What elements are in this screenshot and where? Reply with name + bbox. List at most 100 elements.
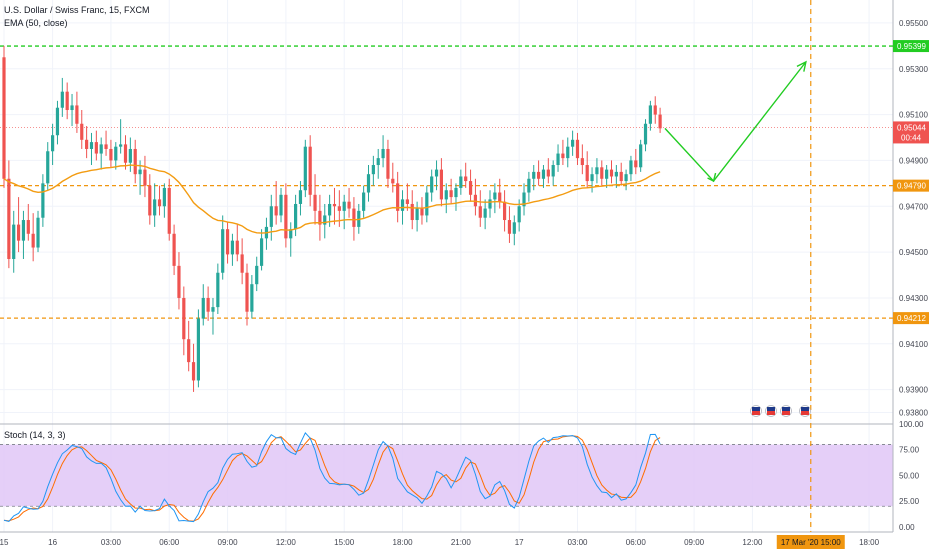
candle-body <box>269 206 273 227</box>
time-tick-label: 17 <box>515 538 524 547</box>
candle-body <box>449 190 453 198</box>
candle-body <box>532 171 536 179</box>
time-tick-label: 12:00 <box>742 538 763 547</box>
candle-body <box>85 139 89 149</box>
candle-body <box>371 165 375 175</box>
candle-body <box>556 153 560 166</box>
candle-body <box>94 142 98 154</box>
candle-body <box>303 146 307 191</box>
price-tick-label: 0.95500 <box>899 19 928 28</box>
candle-body <box>430 176 434 193</box>
candle-body <box>119 144 123 147</box>
candle-body <box>425 192 429 216</box>
candle-body <box>391 178 395 184</box>
candle-body <box>517 206 521 223</box>
candle-body <box>55 107 60 136</box>
projection-arrowhead <box>796 60 807 72</box>
candle-body <box>143 169 147 186</box>
candle-body <box>196 318 200 381</box>
candle-body <box>362 192 366 211</box>
candle-body <box>478 206 482 218</box>
flag-icon-stripe <box>752 407 760 411</box>
candle-body <box>133 148 137 175</box>
candle-body <box>580 158 584 166</box>
price-tick-label: 0.93800 <box>899 409 928 418</box>
candle-body <box>507 220 512 234</box>
candle-body <box>527 178 531 193</box>
stoch-k-line <box>3 432 661 523</box>
candle-body <box>2 57 6 179</box>
candle-body <box>138 169 142 175</box>
candle-body <box>109 148 113 161</box>
time-tick-label: 12:00 <box>276 538 297 547</box>
candle-body <box>328 203 332 216</box>
level-price-label: 0.94212 <box>897 314 926 323</box>
candle-body <box>245 272 249 312</box>
candle-body <box>313 194 317 211</box>
flag-icon-stripe <box>782 411 790 415</box>
price-tick-label: 0.93900 <box>899 386 928 395</box>
candle-body <box>294 203 298 230</box>
candle-body <box>46 151 50 184</box>
candle-body <box>157 199 162 207</box>
time-tick-label: 16 <box>48 538 57 547</box>
flag-icon-stripe <box>801 411 809 415</box>
projection-hook <box>707 172 717 183</box>
candle-body <box>16 224 21 241</box>
candle-body <box>352 208 356 227</box>
candle-body <box>381 148 385 159</box>
candle-body <box>153 199 157 216</box>
candle-body <box>488 199 492 209</box>
flag-icon-stripe <box>782 407 790 411</box>
candle-body <box>216 272 220 308</box>
candle-body <box>614 171 618 177</box>
candle-body <box>347 201 351 209</box>
price-tick-label: 0.95300 <box>899 65 928 74</box>
candle-body <box>396 183 400 211</box>
candle-body <box>454 187 458 198</box>
level-price-tag <box>893 40 929 53</box>
candle-body <box>211 307 215 312</box>
candle-body <box>70 105 74 111</box>
candle-body <box>250 284 254 312</box>
time-tick-label: 21:00 <box>451 538 472 547</box>
candle-body <box>65 91 69 111</box>
candle-body <box>31 233 35 248</box>
level-price-label: 0.95399 <box>897 42 926 51</box>
candle-body <box>308 146 312 195</box>
candle-body <box>502 201 507 221</box>
candle-body <box>624 174 628 182</box>
candle-body <box>639 144 643 168</box>
candle-body <box>415 208 419 221</box>
candle-body <box>609 169 614 177</box>
time-tick-label: 18:00 <box>393 538 414 547</box>
candle-body <box>191 362 196 381</box>
time-tick-label: 09:00 <box>684 538 705 547</box>
flag-icon-stripe <box>801 407 809 411</box>
candle-body <box>653 105 657 115</box>
candle-body <box>493 192 497 200</box>
flag-icon-stripe <box>752 411 760 415</box>
candle-body <box>434 169 439 177</box>
candle-body <box>167 187 171 234</box>
candle-body <box>21 220 26 241</box>
price-tick-label: 0.94700 <box>899 202 928 211</box>
flag-icon-stripe <box>767 411 775 415</box>
candle-body <box>323 215 327 225</box>
countdown-label: 00:44 <box>901 133 922 142</box>
candle-body <box>26 220 30 234</box>
ema-legend: EMA (50, close) <box>4 18 68 28</box>
candle-body <box>182 297 186 340</box>
candle-body <box>177 265 181 298</box>
candle-body <box>114 146 118 161</box>
price-tick-label: 0.94900 <box>899 156 928 165</box>
candle-body <box>289 229 293 239</box>
candle-body <box>468 181 473 195</box>
time-tick-label: 09:00 <box>218 538 239 547</box>
candle-body <box>537 171 541 179</box>
time-tick-label: 15 <box>0 538 9 547</box>
candle-body <box>128 148 132 163</box>
candle-body <box>386 148 390 179</box>
candle-body <box>595 167 599 175</box>
